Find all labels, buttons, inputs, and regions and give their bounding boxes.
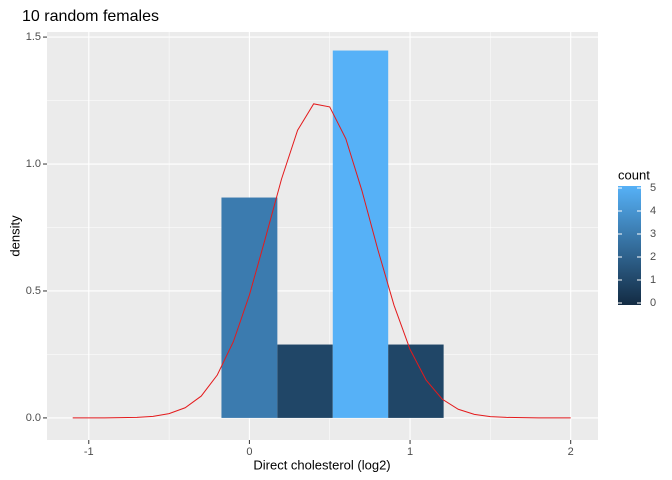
legend-tick-label: 4 [650,205,656,217]
x-tick-label: -1 [84,446,94,458]
y-tick-label: 1.0 [26,158,41,170]
chart-title: 10 random females [22,8,159,25]
legend-tick-label: 3 [650,228,656,240]
bar [332,50,389,418]
legend-tick-label: 0 [650,297,656,309]
bar [277,344,333,418]
x-tick-label: 1 [407,446,413,458]
x-tick-label: 2 [568,446,574,458]
y-axis-label: density [7,215,22,257]
y-tick-label: 0.5 [26,285,41,297]
legend-title: count [618,167,650,182]
bar [388,344,444,418]
legend-tick-label: 1 [650,274,656,286]
legend-tick-label: 2 [650,251,656,263]
bar [221,197,278,418]
y-tick-label: 0.0 [26,412,41,424]
x-tick-label: 0 [246,446,252,458]
colorbar [618,186,641,305]
x-axis-label: Direct cholesterol (log2) [253,457,390,472]
legend-tick-label: 5 [650,182,656,194]
density-curve [72,103,571,419]
y-tick-label: 1.5 [26,31,41,43]
